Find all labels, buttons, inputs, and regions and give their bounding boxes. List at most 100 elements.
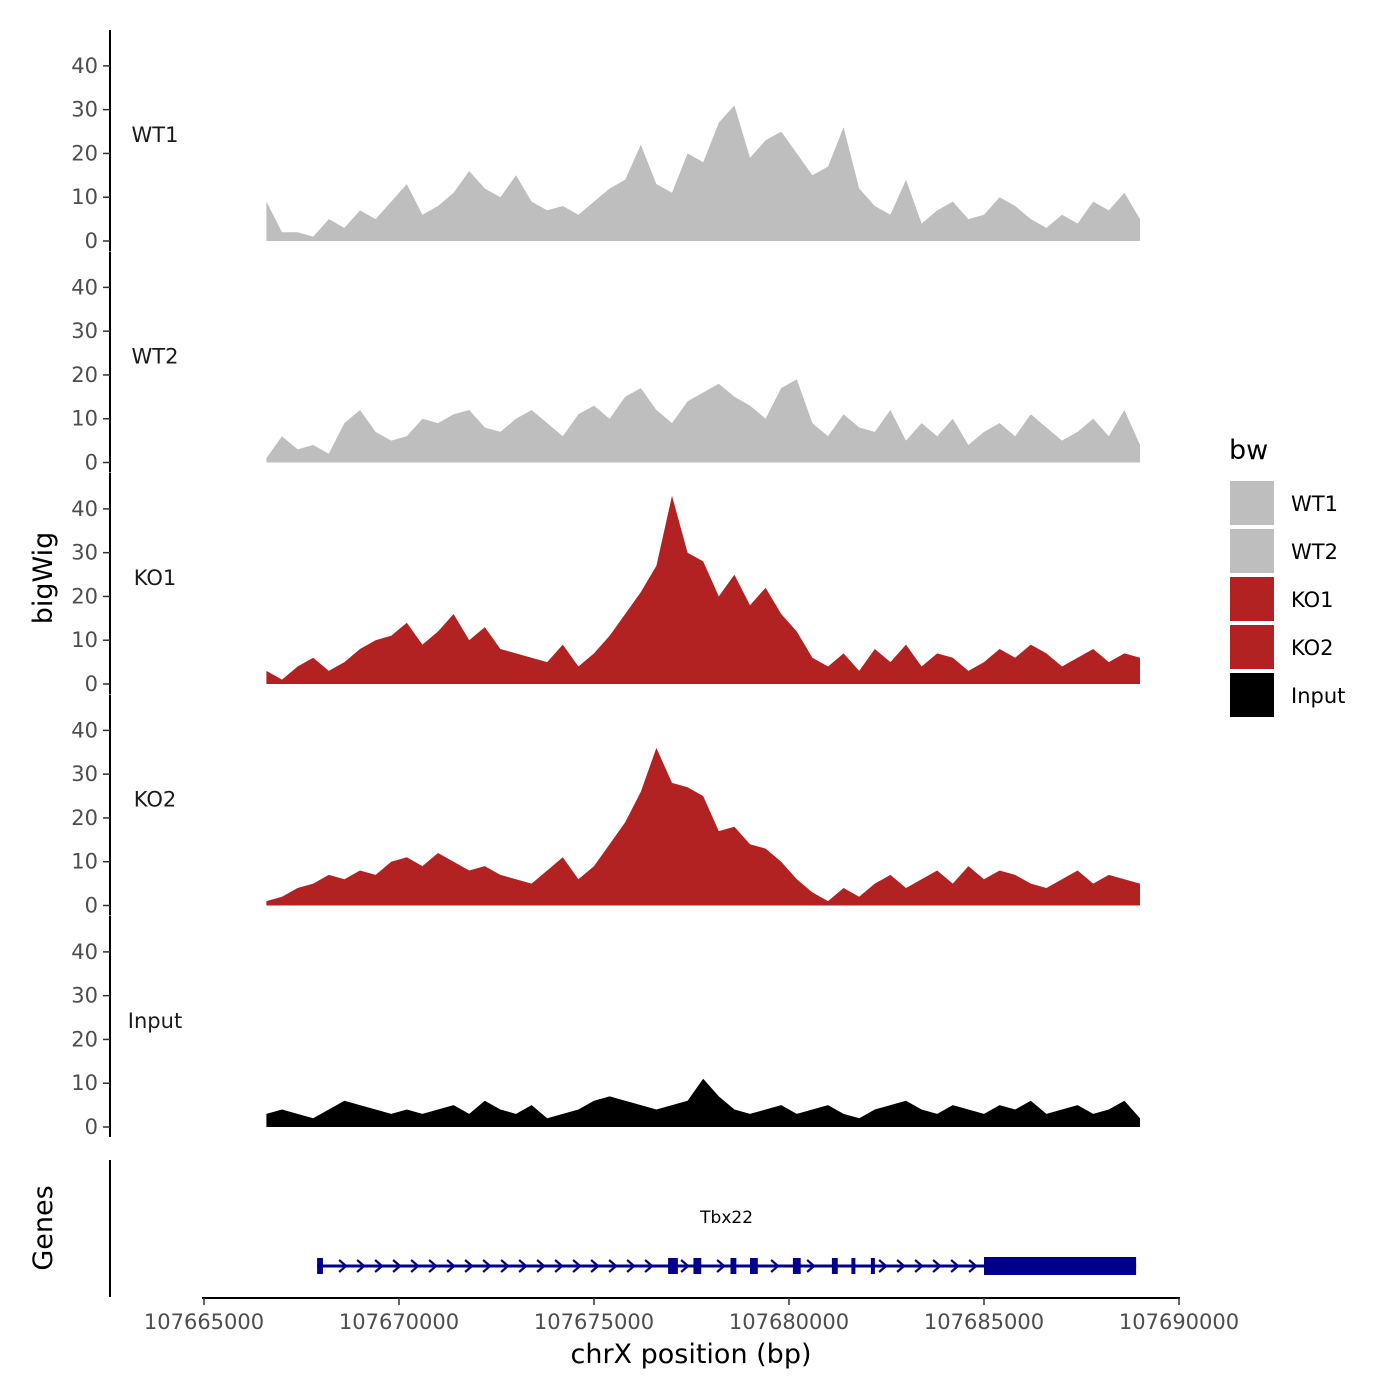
y-tick-label: 0	[85, 451, 98, 475]
track-label-ko2: KO2	[134, 788, 177, 812]
strand-arrow	[950, 1259, 960, 1273]
track-input: 0 10 20 30 40 Input	[71, 916, 1140, 1139]
coverage-area-input	[266, 1078, 1140, 1127]
y-tick-label: 10	[71, 628, 98, 652]
strand-arrow	[806, 1259, 816, 1273]
y-tick-label: 20	[71, 1027, 98, 1051]
strand-arrow	[356, 1259, 366, 1273]
legend-label: WT2	[1291, 540, 1338, 564]
y-tick-label: 20	[71, 806, 98, 830]
track-wt2: 0 10 20 30 40 WT2	[71, 251, 1140, 475]
legend: bw WT1 WT2 KO1 KO2 Input	[1229, 435, 1345, 717]
track-label-wt1: WT1	[132, 123, 179, 147]
strand-arrow	[554, 1259, 564, 1273]
legend-label: KO1	[1291, 588, 1334, 612]
y-tick-label: 0	[85, 894, 98, 918]
x-tick-label: 107690000	[1119, 1310, 1239, 1334]
coverage-tracks: 0 10 20 30 40 WT1 0 10 20 30 40 WT2 0 10 20 30 40 KO1 0 10 2…	[71, 30, 1140, 1139]
strand-arrow	[608, 1259, 618, 1273]
strand-arrow	[536, 1259, 546, 1273]
legend-label: Input	[1291, 684, 1345, 708]
legend-label: WT1	[1291, 492, 1338, 516]
x-axis-title: chrX position (bp)	[570, 1339, 811, 1370]
strand-arrow	[518, 1259, 528, 1273]
x-axis-ticks: 107665000 107670000 107675000 107680000 1076…	[144, 1298, 1239, 1334]
y-tick-label: 20	[71, 584, 98, 608]
y-tick-label: 0	[85, 1115, 98, 1139]
strand-arrow	[716, 1259, 726, 1273]
y-tick-label: 40	[71, 275, 98, 299]
gene-name-label: Tbx22	[699, 1208, 753, 1228]
x-tick-label: 107675000	[534, 1310, 654, 1334]
y-tick-label: 20	[71, 141, 98, 165]
strand-arrow	[374, 1259, 384, 1273]
y-axis-title: bigWig	[28, 532, 59, 625]
y-tick-label: 30	[71, 541, 98, 565]
track-wt1: 0 10 20 30 40 WT1	[71, 30, 1140, 253]
strand-arrow	[428, 1259, 438, 1273]
strand-arrow	[392, 1259, 402, 1273]
y-tick-label: 10	[71, 185, 98, 209]
strand-arrow	[680, 1259, 690, 1273]
gene-exon	[984, 1257, 1137, 1275]
track-label-wt2: WT2	[132, 345, 179, 369]
legend-item-input: Input	[1230, 673, 1345, 717]
y-tick-label: 40	[71, 940, 98, 964]
track-ko2: 0 10 20 30 40 KO2	[71, 694, 1140, 918]
coverage-area-ko1	[266, 495, 1140, 684]
strand-arrow	[572, 1259, 582, 1273]
gene-exon	[668, 1258, 678, 1274]
gene-exon	[851, 1258, 856, 1274]
strand-arrow	[878, 1259, 888, 1273]
gene-exon	[730, 1258, 737, 1274]
y-tick-label: 0	[85, 229, 98, 253]
gene-exon	[317, 1258, 323, 1274]
legend-swatch	[1230, 673, 1274, 717]
gene-exon	[693, 1258, 702, 1274]
coverage-area-ko2	[266, 747, 1140, 906]
y-tick-label: 40	[71, 497, 98, 521]
strand-arrow	[644, 1259, 654, 1273]
strand-arrow	[896, 1259, 906, 1273]
strand-arrow	[446, 1259, 456, 1273]
legend-label: KO2	[1291, 636, 1334, 660]
y-tick-label: 30	[71, 762, 98, 786]
legend-item-wt1: WT1	[1230, 481, 1338, 525]
strand-arrow	[626, 1259, 636, 1273]
strand-arrow	[482, 1259, 492, 1273]
x-axis: 107665000 107670000 107675000 107680000 1076…	[144, 1297, 1239, 1370]
x-tick-label: 107670000	[339, 1310, 459, 1334]
y-tick-label: 30	[71, 984, 98, 1008]
y-tick-label: 40	[71, 54, 98, 78]
x-tick-label: 107665000	[144, 1310, 264, 1334]
x-tick-label: 107680000	[729, 1310, 849, 1334]
strand-arrow	[770, 1259, 780, 1273]
coverage-area-wt1	[266, 105, 1140, 241]
legend-swatch	[1230, 625, 1274, 669]
gene-exon	[792, 1258, 801, 1274]
gene-exon	[870, 1258, 875, 1274]
track-ko1: 0 10 20 30 40 KO1	[71, 473, 1140, 696]
gene-track-ylabel: Genes	[28, 1185, 59, 1270]
legend-swatch	[1230, 529, 1274, 573]
strand-arrow	[410, 1259, 420, 1273]
legend-item-wt2: WT2	[1230, 529, 1338, 573]
legend-title: bw	[1229, 435, 1268, 466]
legend-item-ko1: KO1	[1230, 577, 1334, 621]
track-label-input: Input	[128, 1009, 182, 1033]
strand-arrow	[914, 1259, 924, 1273]
strand-arrow	[932, 1259, 942, 1273]
y-tick-label: 20	[71, 363, 98, 387]
y-tick-label: 10	[71, 1071, 98, 1095]
strand-arrow	[500, 1259, 510, 1273]
gene-model	[317, 1257, 1137, 1275]
legend-swatch	[1230, 481, 1274, 525]
coverage-area-wt2	[266, 379, 1140, 463]
y-tick-label: 10	[71, 850, 98, 874]
legend-swatch	[1230, 577, 1274, 621]
gene-track-panel: Genes Tbx22	[28, 1160, 1137, 1297]
strand-arrow	[464, 1259, 474, 1273]
y-tick-label: 30	[71, 98, 98, 122]
y-tick-label: 30	[71, 319, 98, 343]
